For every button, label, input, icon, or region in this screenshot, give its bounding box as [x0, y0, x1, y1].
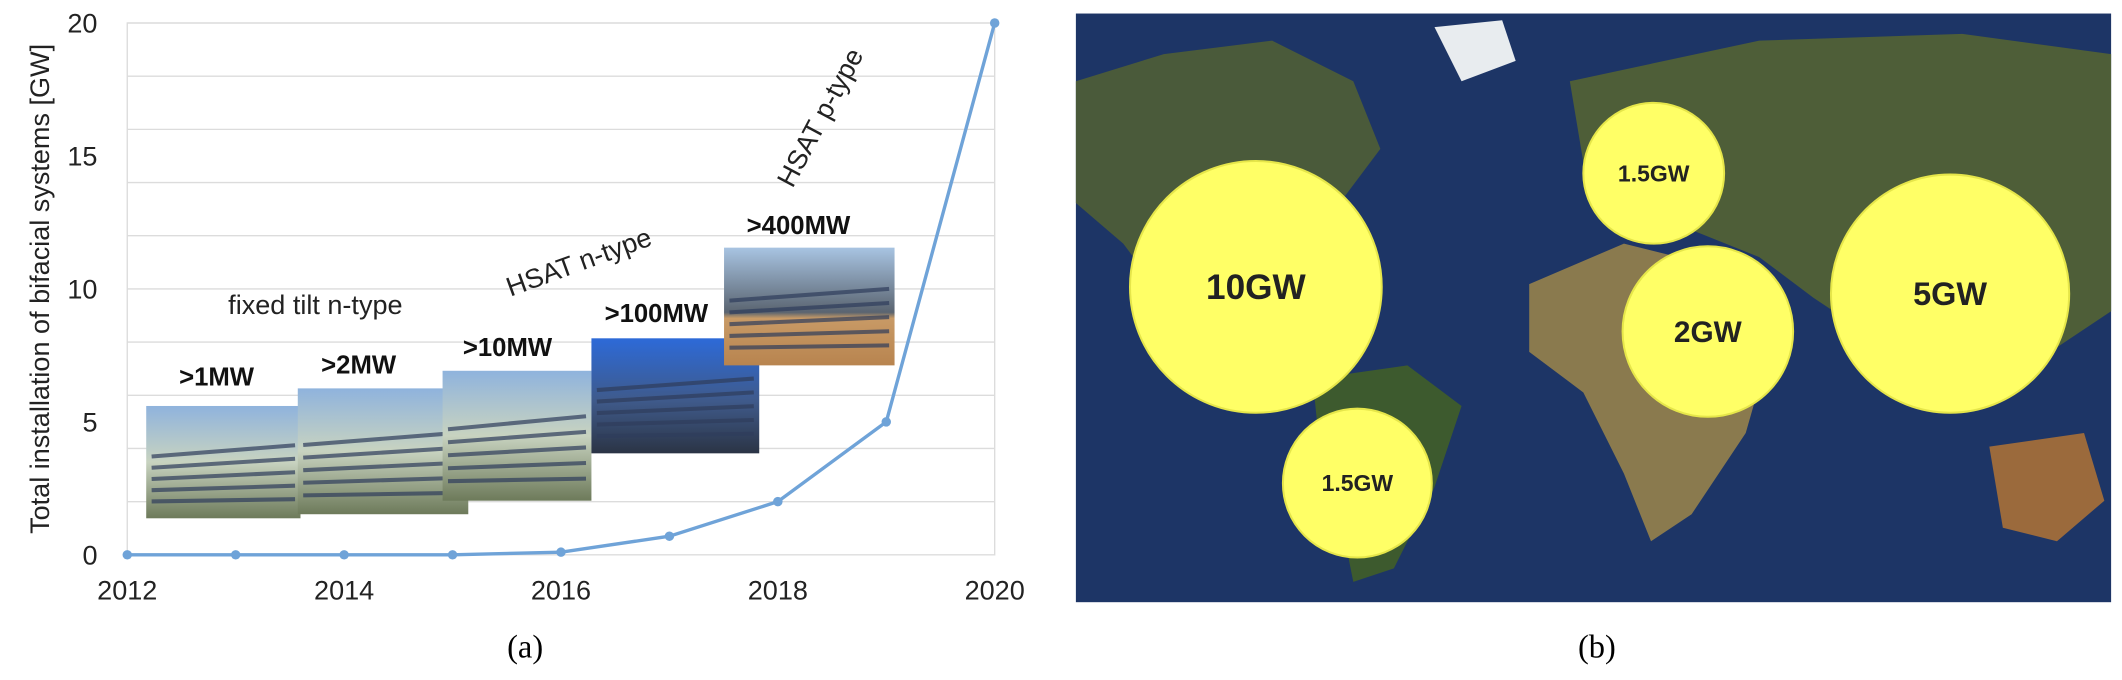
photo-detail — [151, 456, 296, 470]
photo-detail — [729, 300, 890, 315]
photo-detail — [447, 476, 587, 484]
data-point — [447, 550, 458, 560]
annotation: fixed tilt n-type — [228, 290, 402, 320]
x-tick-label: 2020 — [965, 575, 1025, 605]
panel-caption: (b) — [1578, 630, 1616, 666]
photo-detail — [596, 376, 754, 393]
bubble-label: 1.5GW — [1618, 160, 1690, 186]
y-tick-label: 5 — [82, 407, 97, 437]
photo-detail — [596, 417, 754, 427]
y-axis-label: Total installation of bifacial systems [… — [25, 44, 55, 534]
photo-detail — [151, 443, 296, 459]
image-label: >10MW — [463, 334, 553, 362]
bubble — [1129, 160, 1383, 414]
data-point — [556, 547, 566, 557]
bubble-label: 10GW — [1206, 268, 1306, 307]
photo-detail — [596, 431, 754, 439]
line-panel: 0 5 10 15 20 2012 2014 2016 2018 2020 Total instal… — [25, 8, 1025, 665]
bubble — [1582, 101, 1726, 245]
bubble — [1829, 173, 2071, 414]
data-point — [339, 550, 349, 560]
photo-detail — [303, 490, 463, 498]
x-tick-label: 2016 — [531, 575, 591, 605]
annotation: HSAT n-type — [502, 222, 655, 302]
land — [1434, 20, 1516, 82]
data-point — [989, 18, 1000, 28]
photo-detail — [447, 460, 587, 471]
image-label: >2MW — [321, 351, 397, 379]
photo-detail — [447, 445, 587, 458]
x-tick-label: 2014 — [314, 575, 374, 605]
x-tick-label: 2012 — [97, 575, 157, 605]
photo-detail — [303, 430, 464, 448]
bubble-label: 2GW — [1674, 316, 1743, 349]
y-tick-label: 0 — [82, 540, 97, 570]
y-tick-label: 15 — [67, 141, 97, 171]
photo-detail — [151, 470, 296, 482]
x-tick-label: 2018 — [748, 575, 808, 605]
photo-detail — [303, 445, 463, 460]
photo-detail — [729, 329, 890, 338]
map-panel: 10GW 1.5GW 2GW 5GW 1.5GW — [1075, 13, 2112, 603]
photo-detail — [151, 497, 296, 504]
photo-detail — [596, 390, 754, 404]
photo-detail — [303, 475, 463, 485]
image-label: >100MW — [605, 300, 709, 328]
photo-detail — [303, 460, 463, 473]
panel-caption: (a) — [507, 630, 543, 666]
photo-detail — [729, 286, 890, 303]
y-tick-label: 10 — [67, 274, 97, 304]
photo-detail — [729, 315, 890, 327]
data-point — [881, 417, 891, 427]
image-label: >1MW — [179, 364, 255, 392]
y-tick-label: 20 — [67, 8, 97, 38]
image-label: >400MW — [747, 212, 851, 240]
bubble — [1621, 245, 1795, 418]
land — [1989, 433, 2105, 542]
bubble-label: 5GW — [1913, 276, 1987, 312]
photo-detail — [729, 343, 890, 350]
bubble — [1281, 407, 1433, 559]
photo-detail — [151, 483, 296, 493]
data-point — [230, 550, 241, 560]
photo-detail — [447, 414, 587, 432]
photo-detail — [447, 429, 587, 445]
data-point — [664, 531, 675, 541]
data-point — [773, 496, 783, 507]
data-point — [122, 550, 133, 560]
photo-detail — [596, 404, 754, 416]
annotation: HSAT p-type — [771, 43, 869, 192]
bubble-label: 1.5GW — [1322, 470, 1394, 496]
